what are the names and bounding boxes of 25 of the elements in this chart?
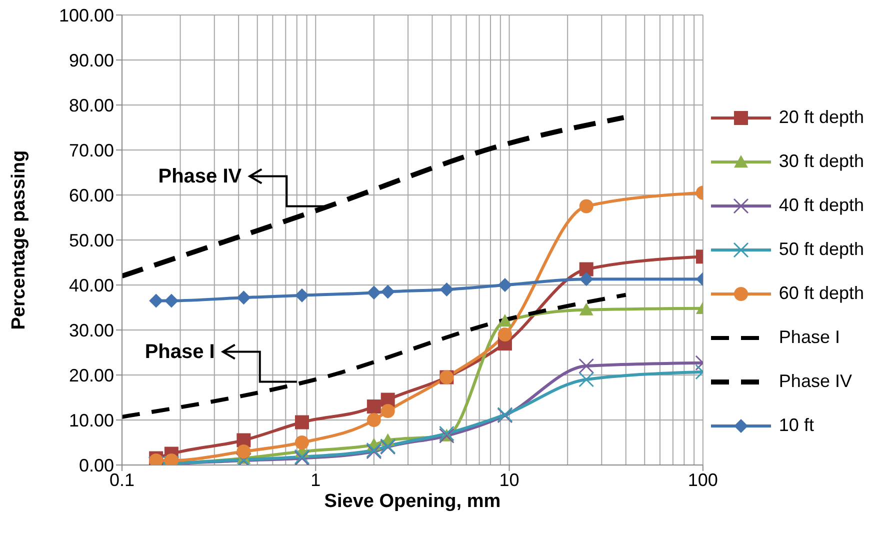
annotation: Phase IV <box>158 165 242 188</box>
y-tick-label: 60.00 <box>68 185 114 206</box>
y-tick-label: 70.00 <box>68 140 114 160</box>
legend-label: 50 ft depth <box>778 239 864 260</box>
x-tick-label: 10 <box>499 470 520 490</box>
y-tick-label: 90.00 <box>68 50 114 70</box>
y-tick-label: 80.00 <box>68 95 114 116</box>
legend-label: 60 ft depth <box>778 283 864 304</box>
x-tick-label: 100 <box>688 470 718 490</box>
x-axis-title: Sieve Opening, mm <box>324 491 501 512</box>
y-tick-label: 10.00 <box>68 410 114 430</box>
y-tick-label: 30.00 <box>68 320 114 340</box>
legend-label: 20 ft depth <box>778 107 864 128</box>
y-tick-label: 100.00 <box>58 5 114 26</box>
legend-label: 10 ft <box>778 415 814 436</box>
y-tick-label: 40.00 <box>68 275 114 296</box>
annotation: Phase I <box>144 340 215 363</box>
legend-label: 40 ft depth <box>778 195 864 216</box>
legend-label: Phase I <box>778 327 840 348</box>
x-tick-label: 1 <box>310 470 321 490</box>
y-axis-title: Percentage passing <box>8 150 30 330</box>
y-tick-label: 50.00 <box>68 230 114 250</box>
legend-label: Phase IV <box>778 371 852 392</box>
y-tick-label: 20.00 <box>68 365 114 386</box>
legend-label: 30 ft depth <box>778 151 864 172</box>
